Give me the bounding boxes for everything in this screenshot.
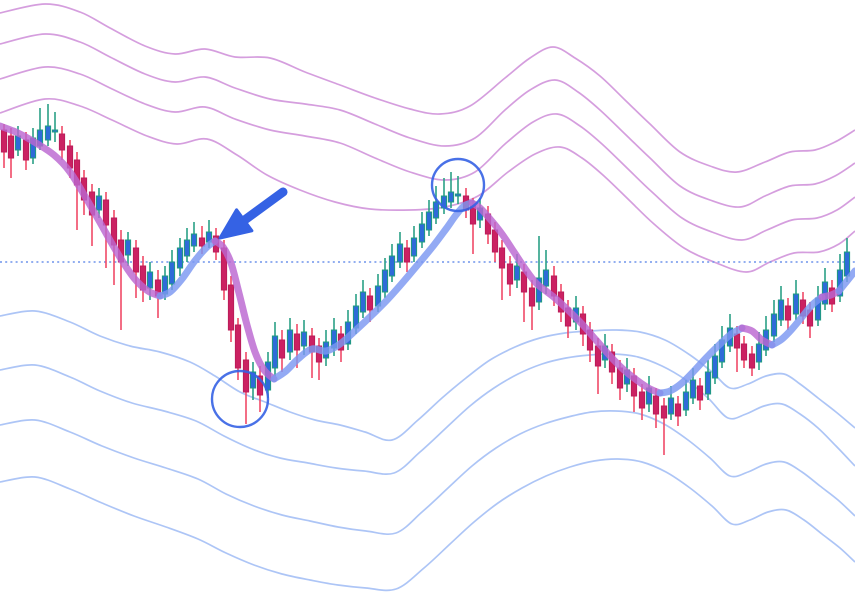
- candle-body-up: [388, 255, 396, 277]
- lower-band-line: [0, 410, 855, 536]
- candle-body-up: [95, 195, 103, 211]
- candle-body-up: [711, 355, 719, 379]
- candle-body-up: [44, 125, 52, 141]
- candle-body-down: [748, 353, 756, 369]
- candle-body-up: [249, 371, 257, 389]
- ma-segment-falling: [738, 324, 776, 349]
- candle-body-up: [689, 379, 697, 399]
- candle-body-up: [770, 313, 778, 337]
- candle-body-down: [0, 129, 8, 153]
- upper-band-line: [0, 97, 855, 273]
- candle-body-up: [300, 331, 308, 347]
- candle-body-up: [755, 343, 763, 363]
- candle-body-up: [176, 247, 184, 269]
- candle-body-up: [792, 293, 800, 315]
- candle-body-up: [447, 191, 455, 203]
- candle-body-down: [784, 305, 792, 321]
- candle-body-down: [58, 133, 66, 151]
- candle-body-up: [542, 269, 550, 287]
- ma-segment-rising: [156, 237, 219, 300]
- ma-segment-falling: [468, 199, 664, 397]
- lower-band-line: [0, 310, 855, 442]
- upper-band-line: [0, 66, 855, 241]
- candle-body-down: [102, 199, 110, 226]
- highlight-circle: [430, 157, 486, 213]
- ma-segment-rising: [835, 267, 855, 295]
- candle-body-down: [198, 237, 206, 247]
- candle-body-down: [506, 263, 514, 285]
- candle-body-down: [242, 359, 250, 393]
- candle-body-up: [14, 135, 22, 151]
- candle-body-up: [418, 223, 426, 243]
- candle-body-up: [843, 251, 851, 277]
- candle-body-up: [124, 239, 132, 256]
- upper-band-line: [0, 33, 855, 208]
- candle-body-up: [667, 397, 675, 415]
- moving-average-ribbon: [0, 122, 855, 397]
- chart-annotations: [210, 157, 486, 429]
- highlight-circle: [210, 369, 270, 429]
- candle-body-down: [366, 295, 374, 311]
- candle-body-up: [432, 201, 440, 219]
- candle-body-down: [660, 405, 668, 419]
- candle-body-down: [733, 333, 741, 349]
- arrow-annotation-head: [218, 208, 254, 240]
- candle-body-down: [491, 229, 499, 253]
- candle-body-down: [498, 247, 506, 269]
- candle-body-down: [638, 391, 646, 409]
- candle-body-down: [674, 403, 682, 417]
- arrow-annotation-shaft: [234, 187, 288, 229]
- candle-body-up: [286, 329, 294, 353]
- candle-body-up: [183, 239, 191, 257]
- candle-body-down: [740, 343, 748, 361]
- candle-body-down: [7, 135, 15, 159]
- candle-body-up: [190, 233, 198, 247]
- candle-body-up: [454, 193, 462, 197]
- candle-body-down: [234, 324, 242, 369]
- candle-body-up: [425, 211, 433, 231]
- candle-body-up: [146, 271, 154, 289]
- candle-body-up: [396, 243, 404, 263]
- candle-body-down: [256, 375, 264, 396]
- candle-body-up: [513, 265, 521, 281]
- ma-segment-falling: [0, 122, 164, 300]
- candle-body-down: [132, 247, 140, 273]
- candle-body-up: [51, 129, 59, 133]
- candle-body-up: [777, 299, 785, 321]
- candle-body-down: [293, 333, 301, 351]
- lower-band-line: [0, 353, 855, 475]
- candle-body-down: [278, 339, 286, 359]
- candle-body-up: [410, 237, 418, 257]
- candle-body-up: [168, 261, 176, 285]
- candle-body-up: [704, 371, 712, 395]
- candle-body-down: [528, 287, 536, 307]
- candle-body-up: [381, 269, 389, 293]
- candle-body-up: [682, 391, 690, 411]
- candle-body-down: [652, 395, 660, 415]
- candle-body-down: [227, 284, 235, 331]
- lower-envelope-bands: [0, 310, 855, 592]
- ma-segment-rising: [656, 324, 746, 397]
- candle-body-down: [403, 247, 411, 263]
- candle-body-up: [271, 335, 279, 369]
- ma-segment-falling: [211, 237, 278, 383]
- ma-segment-rising: [768, 293, 826, 349]
- ma-segment-rising: [270, 199, 476, 383]
- candle-body-down: [696, 385, 704, 401]
- lower-band-line: [0, 458, 855, 592]
- candle-body-up: [359, 291, 367, 313]
- candle-body-down: [22, 139, 30, 161]
- upper-band-line: [0, 3, 855, 173]
- upper-envelope-bands: [0, 3, 855, 273]
